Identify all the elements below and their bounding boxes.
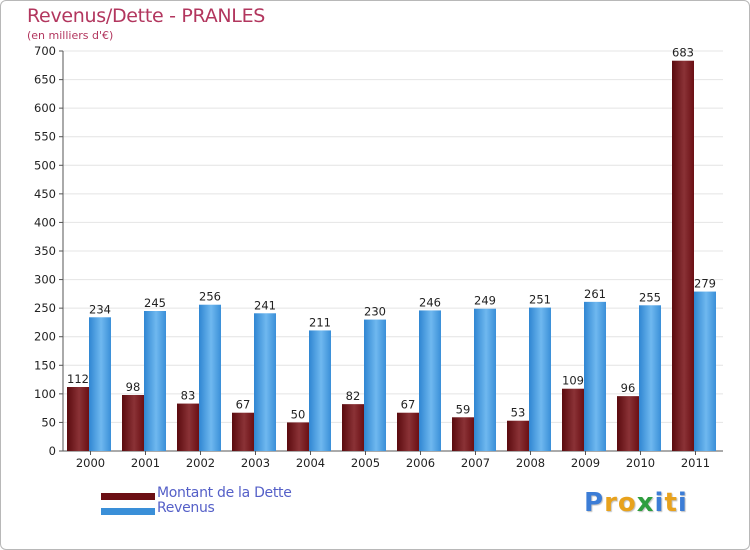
bar-revenus-2004 [309,330,331,451]
logo-letter: i [654,488,665,518]
bar-dette-2000 [67,387,89,451]
x-tick-label-2011: 2011 [681,456,710,470]
data-label-revenus-2004: 211 [309,315,331,329]
bar-revenus-2006 [419,310,441,451]
bar-revenus-2000 [89,317,111,451]
data-label-revenus-2010: 255 [639,290,661,304]
x-tick-label-2003: 2003 [241,456,270,470]
legend-label-revenus: Revenus [157,500,215,516]
y-tick-label: 650 [34,73,56,87]
x-tick-label-2009: 2009 [571,456,600,470]
y-tick-label: 450 [34,187,56,201]
y-tick-label: 350 [34,244,56,258]
data-label-dette-2003: 67 [236,398,251,412]
x-tick-label-2004: 2004 [296,456,325,470]
bar-revenus-2002 [199,304,221,451]
bar-revenus-2001 [144,311,166,451]
y-tick-label: 600 [34,101,56,115]
data-label-dette-2007: 59 [456,402,471,416]
logo-letter: o [617,488,637,518]
data-label-revenus-2001: 245 [144,296,166,310]
bar-dette-2008 [507,420,529,451]
data-label-dette-2011: 683 [672,46,694,60]
logo-letter: t [664,488,678,518]
bar-revenus-2005 [364,319,386,451]
logo-letter: x [636,488,655,518]
legend-swatch-dette [101,493,155,500]
y-tick-label: 100 [34,387,56,401]
bar-dette-2001 [122,395,144,451]
logo-letter: i [677,488,688,518]
bar-dette-2011 [672,60,694,451]
bar-dette-2006 [397,412,419,451]
data-label-dette-2002: 83 [181,389,196,403]
y-tick-label: 300 [34,273,56,287]
data-label-dette-2005: 82 [346,389,361,403]
legend-label-dette: Montant de la Dette [157,485,292,501]
data-label-dette-2009: 109 [562,374,584,388]
bar-revenus-2011 [694,291,716,451]
chart-subtitle: (en milliers d'€) [27,29,114,42]
proxiti-logo: Proxiti [584,488,688,518]
data-label-revenus-2007: 249 [474,294,496,308]
legend-swatch-revenus [101,508,155,515]
x-tick-label-2002: 2002 [186,456,215,470]
x-tick-label-2010: 2010 [626,456,655,470]
x-tick-label-2006: 2006 [406,456,435,470]
y-tick-label: 700 [34,44,56,58]
y-tick-label: 550 [34,130,56,144]
data-label-revenus-2000: 234 [89,302,111,316]
data-label-revenus-2006: 246 [419,295,441,309]
x-tick-label-2005: 2005 [351,456,380,470]
x-tick-label-2008: 2008 [516,456,545,470]
data-label-revenus-2008: 251 [529,293,551,307]
bar-revenus-2010 [639,305,661,451]
data-label-revenus-2011: 279 [694,277,716,291]
y-tick-label: 500 [34,158,56,172]
bar-dette-2002 [177,403,199,451]
data-label-revenus-2002: 256 [199,290,221,304]
y-tick-label: 50 [41,415,56,429]
data-label-dette-2004: 50 [291,407,306,421]
bar-dette-2010 [617,396,639,451]
x-tick-label-2001: 2001 [131,456,160,470]
bar-dette-2005 [342,404,364,451]
bar-dette-2004 [287,422,309,451]
bar-revenus-2007 [474,308,496,451]
data-label-dette-2006: 67 [401,398,416,412]
bar-revenus-2003 [254,313,276,451]
data-label-dette-2001: 98 [126,380,141,394]
bar-dette-2003 [232,412,254,451]
logo-letter: P [584,488,605,518]
logo-letter: r [604,488,618,518]
bar-dette-2007 [452,417,474,451]
data-label-dette-2008: 53 [511,406,526,420]
y-tick-label: 250 [34,301,56,315]
y-tick-label: 150 [34,358,56,372]
y-tick-label: 0 [49,444,56,458]
data-label-dette-2000: 112 [67,372,89,386]
data-label-revenus-2009: 261 [584,287,606,301]
data-label-revenus-2003: 241 [254,298,276,312]
bar-dette-2009 [562,388,584,451]
bar-revenus-2009 [584,301,606,451]
bar-revenus-2008 [529,307,551,451]
data-label-revenus-2005: 230 [364,305,386,319]
data-label-dette-2010: 96 [621,381,636,395]
x-tick-label-2000: 2000 [76,456,105,470]
y-tick-label: 400 [34,215,56,229]
chart-title: Revenus/Dette - PRANLES [27,5,266,27]
x-tick-label-2007: 2007 [461,456,490,470]
y-tick-label: 200 [34,330,56,344]
